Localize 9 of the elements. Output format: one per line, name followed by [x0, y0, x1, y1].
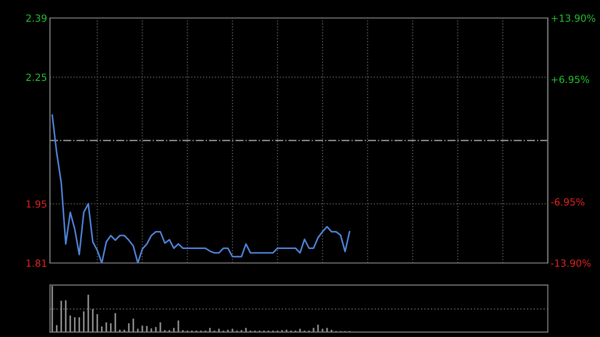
y-tick-label: 1.95: [26, 200, 46, 208]
line-series: [51, 114, 350, 263]
y2-tick-label: -6.95%: [551, 198, 584, 206]
y-tick-label: 2.39: [26, 14, 47, 22]
y-tick-label: 1.81: [26, 259, 46, 267]
y2-tick-label: +13.90%: [552, 14, 596, 22]
y-tick-label: 2.25: [26, 74, 46, 81]
y2-tick-label: +6.95%: [552, 76, 590, 84]
y2-tick-label: -13.90%: [551, 259, 591, 267]
